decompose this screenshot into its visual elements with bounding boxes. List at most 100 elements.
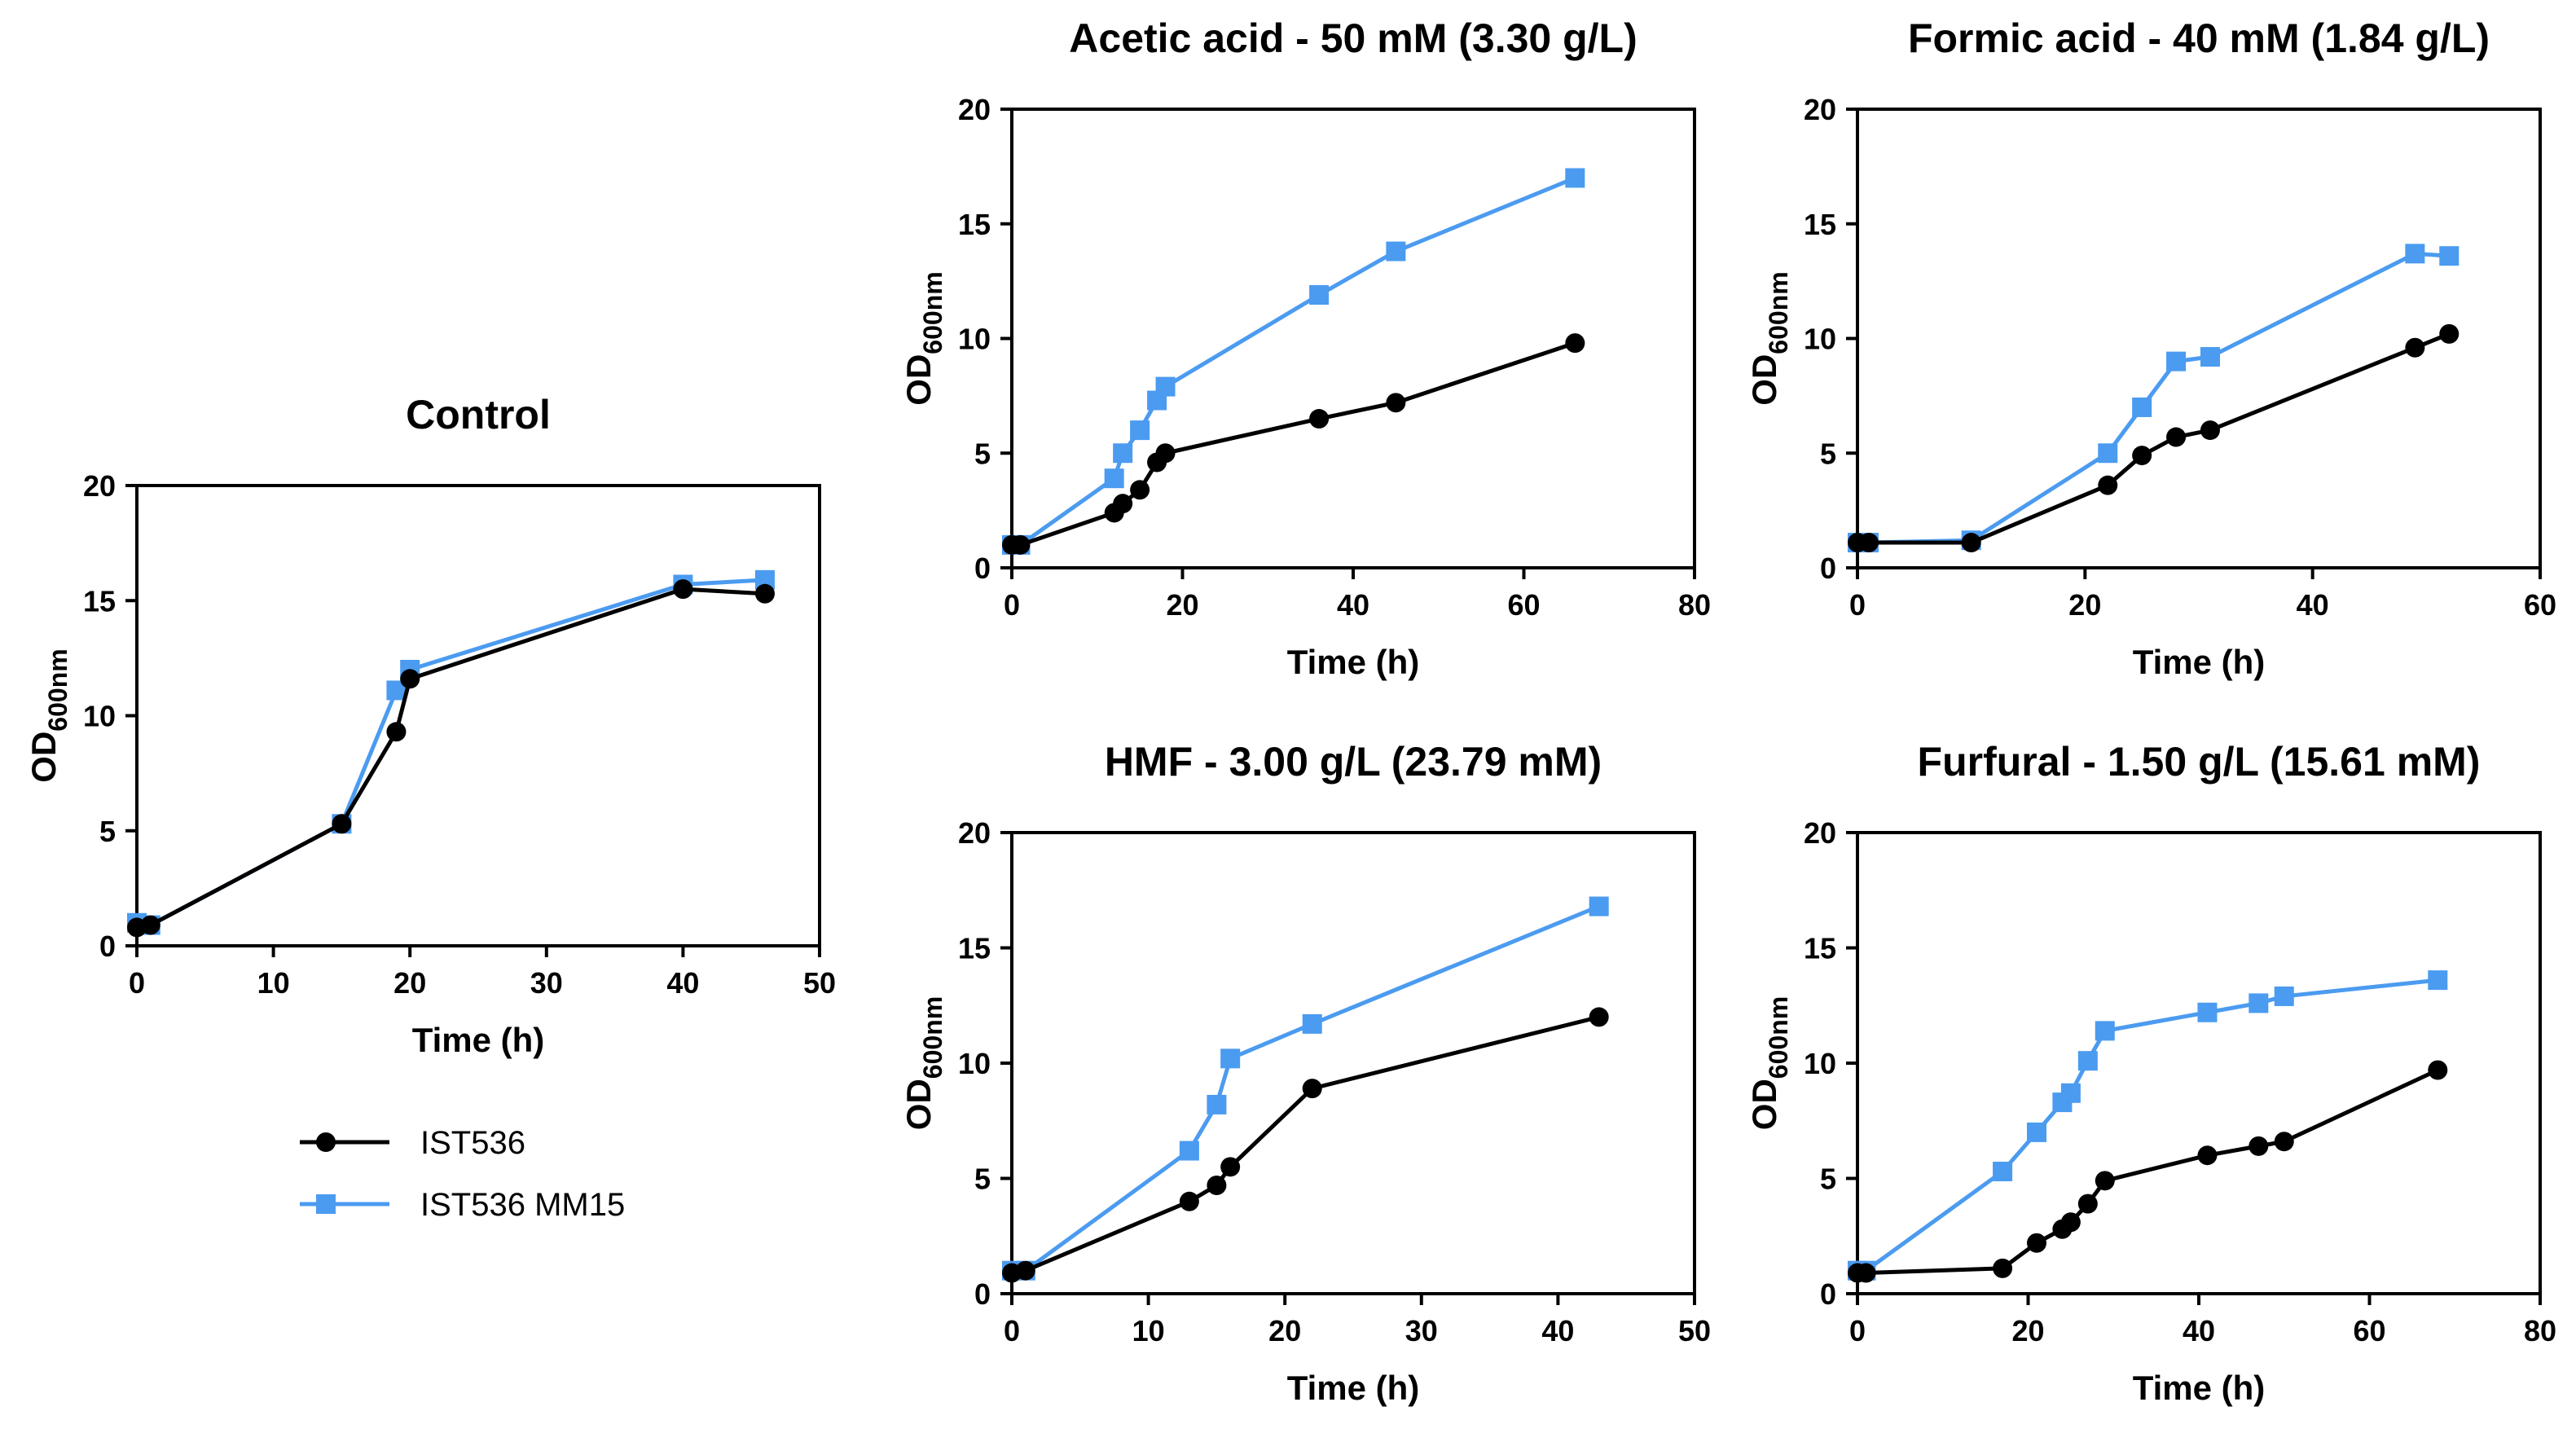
data-point bbox=[1589, 1007, 1609, 1027]
series-line bbox=[136, 587, 766, 930]
data-point bbox=[2166, 427, 2187, 447]
data-point bbox=[1207, 1094, 1227, 1114]
data-point bbox=[1179, 1141, 1199, 1161]
series-line bbox=[1857, 978, 2438, 1273]
data-point bbox=[1130, 480, 1150, 500]
series-ist536-mm15 bbox=[1002, 168, 1585, 555]
data-point bbox=[673, 579, 693, 600]
y-tick-label: 10 bbox=[958, 323, 991, 356]
data-point bbox=[2098, 443, 2118, 464]
data-point bbox=[1565, 333, 1585, 354]
data-point bbox=[1302, 1013, 1322, 1034]
data-point bbox=[1589, 896, 1609, 917]
data-point bbox=[1309, 409, 1330, 429]
data-point bbox=[1179, 1191, 1199, 1211]
data-point bbox=[1104, 468, 1124, 489]
series-line bbox=[1012, 341, 1576, 547]
y-axis-label-subscript: 600nm bbox=[918, 996, 947, 1079]
data-point bbox=[332, 814, 352, 834]
data-point bbox=[400, 669, 420, 689]
y-tick-label: 15 bbox=[1804, 208, 1836, 241]
x-tick-label: 20 bbox=[393, 966, 426, 1000]
data-point bbox=[2026, 1233, 2046, 1253]
data-point bbox=[1113, 494, 1133, 514]
data-point bbox=[754, 583, 775, 604]
y-tick-label: 10 bbox=[1804, 1047, 1836, 1080]
legend-marker bbox=[316, 1194, 336, 1214]
chart-panel-3: HMF - 3.00 g/L (23.79 mM) 0 10 20 30 40 50 0 5 10… bbox=[899, 739, 1711, 1407]
y-tick-label: 15 bbox=[83, 584, 116, 618]
data-point bbox=[386, 722, 407, 742]
x-tick-label: 40 bbox=[2297, 588, 2329, 622]
x-axis-label: Time (h) bbox=[2133, 643, 2266, 681]
y-tick-label: 20 bbox=[1804, 816, 1836, 850]
legend-label: IST536 MM15 bbox=[420, 1187, 625, 1223]
legend-marker bbox=[316, 1132, 336, 1152]
data-point bbox=[2077, 1051, 2098, 1071]
data-point bbox=[2026, 1122, 2046, 1142]
legend: IST536 IST536 MM15 bbox=[300, 1125, 625, 1223]
x-tick-label: 20 bbox=[2068, 588, 2101, 622]
x-tick-label: 50 bbox=[1678, 1314, 1711, 1347]
y-axis-label-main: OD bbox=[1745, 354, 1783, 406]
chart-title: Formic acid - 40 mM (1.84 g/L) bbox=[1908, 15, 2490, 61]
data-point bbox=[2439, 323, 2460, 344]
data-point bbox=[2405, 244, 2425, 264]
data-point bbox=[1207, 1175, 1227, 1195]
chart-panel-1: Acetic acid - 50 mM (3.30 g/L) 0 20 40 60 80 0… bbox=[899, 15, 1711, 681]
series-ist536 bbox=[1002, 333, 1585, 555]
x-tick-label: 80 bbox=[1678, 588, 1711, 622]
chart-title: Control bbox=[406, 392, 551, 437]
data-point bbox=[2060, 1212, 2081, 1233]
data-point bbox=[2249, 993, 2269, 1013]
data-point bbox=[1130, 420, 1150, 441]
y-tick-label: 0 bbox=[1820, 1277, 1836, 1311]
data-point bbox=[1858, 533, 1879, 553]
data-point bbox=[2274, 986, 2294, 1006]
legend-item: IST536 bbox=[300, 1125, 525, 1161]
y-tick-label: 20 bbox=[958, 93, 991, 126]
x-tick-label: 0 bbox=[1004, 1314, 1020, 1347]
data-point bbox=[2428, 970, 2448, 991]
data-point bbox=[1220, 1048, 1241, 1069]
y-tick-label: 20 bbox=[83, 469, 116, 503]
x-axis-label: Time (h) bbox=[2133, 1369, 2266, 1407]
chart-panel-4: Furfural - 1.50 g/L (15.61 mM) 0 20 40 60 80 0… bbox=[1745, 739, 2556, 1407]
y-tick-label: 0 bbox=[974, 552, 991, 585]
chart-title: Furfural - 1.50 g/L (15.61 mM) bbox=[1918, 739, 2481, 785]
y-tick-label: 10 bbox=[958, 1047, 991, 1080]
y-axis-label-subscript: 600nm bbox=[1764, 996, 1793, 1079]
series-line bbox=[1012, 176, 1576, 547]
data-point bbox=[2274, 1132, 2294, 1152]
series-ist536 bbox=[127, 579, 775, 938]
y-axis-label-main: OD bbox=[899, 1079, 938, 1130]
series-line bbox=[1857, 332, 2451, 545]
data-point bbox=[2197, 1145, 2218, 1166]
y-axis-label-main: OD bbox=[24, 732, 63, 783]
series-line bbox=[1857, 251, 2450, 545]
data-point bbox=[2095, 1021, 2115, 1041]
x-axis-label: Time (h) bbox=[1287, 1369, 1420, 1407]
data-point bbox=[1220, 1157, 1241, 1177]
y-tick-label: 5 bbox=[974, 437, 991, 470]
series-line bbox=[1011, 1014, 1600, 1275]
chart-title: HMF - 3.00 g/L (23.79 mM) bbox=[1105, 739, 1602, 785]
data-point bbox=[1155, 376, 1176, 397]
y-tick-label: 5 bbox=[99, 815, 116, 848]
x-tick-label: 80 bbox=[2524, 1314, 2556, 1347]
data-point bbox=[1993, 1162, 2013, 1182]
series-ist536-mm15 bbox=[127, 569, 775, 935]
y-tick-label: 5 bbox=[974, 1163, 991, 1196]
data-point bbox=[2166, 351, 2187, 371]
data-point bbox=[2098, 475, 2118, 495]
series-line bbox=[136, 578, 766, 928]
y-tick-label: 0 bbox=[974, 1277, 991, 1311]
series-ist536 bbox=[1848, 323, 2460, 553]
x-tick-label: 60 bbox=[1507, 588, 1540, 622]
data-point bbox=[1993, 1258, 2013, 1278]
series-ist536-mm15 bbox=[1848, 244, 2460, 553]
x-tick-label: 30 bbox=[530, 966, 563, 1000]
y-tick-label: 15 bbox=[958, 932, 991, 965]
x-tick-label: 40 bbox=[666, 966, 699, 1000]
